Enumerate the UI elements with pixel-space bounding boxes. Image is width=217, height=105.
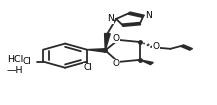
Text: HCl: HCl <box>7 55 23 64</box>
Text: O: O <box>112 34 119 43</box>
Text: N: N <box>145 11 152 20</box>
Text: N: N <box>107 14 114 23</box>
Polygon shape <box>87 49 105 52</box>
Text: —H: —H <box>7 66 23 75</box>
Text: O: O <box>153 42 160 51</box>
Text: Cl: Cl <box>23 57 31 66</box>
Text: O: O <box>112 59 119 68</box>
Polygon shape <box>105 33 110 50</box>
Polygon shape <box>140 60 153 65</box>
Text: Cl: Cl <box>83 63 92 72</box>
